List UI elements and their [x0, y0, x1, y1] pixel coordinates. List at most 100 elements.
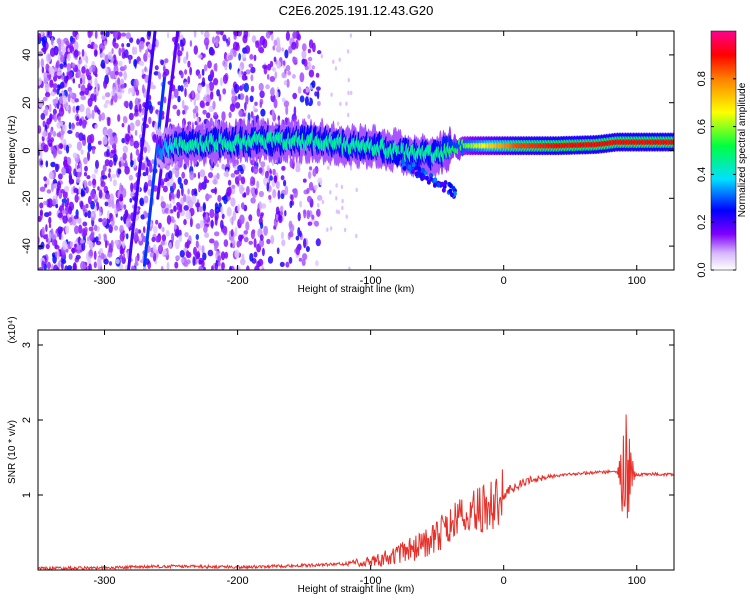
heatmap-noise-cell	[80, 188, 84, 197]
heatmap-ridge-cell	[451, 185, 456, 191]
heatmap-noise-cell	[98, 189, 103, 199]
heatmap-noise-cell	[180, 34, 184, 40]
heatmap-noise-cell	[307, 195, 312, 203]
heatmap-noise-cell	[183, 178, 188, 185]
heatmap-noise-cell	[204, 232, 210, 238]
heatmap-noise-cell	[241, 202, 245, 210]
heatmap-noise-cell	[100, 52, 106, 58]
heatmap-noise-cell	[67, 157, 72, 166]
heatmap-noise-cell	[75, 177, 81, 183]
heatmap-noise-cell	[202, 53, 206, 58]
heatmap-noise-cell	[263, 225, 268, 236]
heatmap-noise-cell	[187, 188, 190, 195]
heatmap-noise-cell	[303, 58, 308, 67]
heatmap-noise-cell	[269, 76, 276, 82]
heatmap-noise-cell	[41, 66, 45, 74]
colorbar-tick-label: 0.4	[696, 167, 708, 182]
heatmap-ridge-cell	[400, 159, 405, 165]
heatmap-noise-cell	[281, 47, 284, 52]
figure-title: C2E6.2025.191.12.43.G20	[279, 3, 434, 18]
heatmap-ridge-cell	[414, 171, 419, 177]
heatmap-noise-cell	[193, 45, 198, 55]
spectrogram-x-label: Height of straight line (km)	[298, 284, 415, 295]
heatmap-noise-cell	[89, 249, 93, 257]
heatmap-noise-cell	[97, 140, 102, 145]
heatmap-noise-cell	[203, 225, 208, 233]
heatmap-noise-cell	[71, 97, 76, 104]
heatmap-noise-cell	[119, 232, 125, 242]
heatmap-noise-cell	[258, 167, 263, 174]
heatmap-noise-cell	[292, 56, 298, 64]
heatmap-noise-cell	[67, 53, 71, 62]
heatmap-noise-cell	[252, 105, 256, 110]
heatmap-noise-cell	[49, 113, 53, 121]
heatmap-noise-cell	[281, 72, 287, 79]
heatmap-noise-cell	[78, 83, 81, 89]
heatmap-noise-cell	[199, 219, 204, 229]
heatmap-noise-cell	[118, 60, 123, 67]
heatmap-noise-cell	[279, 210, 284, 216]
heatmap-noise-cell	[195, 240, 199, 248]
heatmap-noise-cell	[184, 232, 189, 238]
heatmap-noise-cell	[269, 175, 273, 181]
heatmap-noise-cell	[41, 260, 45, 270]
heatmap-noise-cell	[183, 219, 187, 226]
heatmap-noise-cell	[38, 125, 42, 134]
heatmap-noise-cell	[87, 44, 91, 49]
heatmap-noise-cell	[98, 233, 102, 241]
heatmap-noise-cell	[250, 111, 254, 119]
heatmap-noise-cell	[87, 83, 92, 90]
heatmap-noise-cell	[307, 48, 311, 54]
heatmap-noise-cell	[301, 259, 306, 266]
heatmap-noise-cell	[280, 175, 285, 181]
heatmap-noise-cell	[122, 152, 127, 161]
heatmap-noise-cell	[340, 184, 344, 190]
heatmap-noise-cell	[100, 34, 106, 40]
heatmap-noise-cell	[60, 189, 65, 194]
heatmap-noise-cell	[112, 179, 117, 187]
heatmap-noise-cell	[305, 87, 310, 93]
heatmap-noise-cell	[217, 255, 221, 263]
heatmap-noise-cell	[76, 141, 82, 151]
snr-y-tick-label: 1	[21, 492, 33, 498]
heatmap-noise-cell	[58, 260, 61, 269]
heatmap-noise-cell	[327, 165, 330, 170]
heatmap-noise-cell	[341, 205, 344, 211]
heatmap-noise-cell	[222, 225, 228, 236]
heatmap-noise-cell	[291, 41, 297, 51]
heatmap-noise-cell	[52, 130, 57, 137]
heatmap-ridge-cell	[402, 165, 407, 171]
heatmap-noise-cell	[42, 96, 48, 102]
heatmap-noise-cell	[87, 236, 90, 242]
heatmap-noise-cell	[349, 33, 353, 38]
heatmap-noise-cell	[302, 178, 307, 183]
heatmap-noise-cell	[168, 170, 173, 180]
heatmap-noise-cell	[87, 151, 90, 161]
heatmap-noise-cell	[145, 166, 149, 176]
heatmap-noise-cell	[221, 262, 225, 270]
heatmap-noise-cell	[250, 66, 256, 74]
spectrogram-x-ticks: -300 -200 -100 0 100	[94, 31, 646, 287]
heatmap-noise-cell	[135, 119, 141, 127]
heatmap-noise-cell	[125, 218, 132, 228]
heatmap-noise-cell	[123, 70, 127, 81]
heatmap-noise-cell	[50, 145, 55, 152]
heatmap-noise-cell	[112, 204, 117, 209]
heatmap-noise-cell	[189, 217, 193, 228]
heatmap-noise-cell	[187, 60, 191, 68]
heatmap-noise-cell	[71, 62, 76, 68]
heatmap-noise-cell	[176, 109, 181, 117]
heatmap-noise-cell	[97, 186, 100, 191]
heatmap-noise-cell	[41, 47, 47, 53]
heatmap-noise-cell	[90, 200, 95, 210]
heatmap-noise-cell	[66, 63, 72, 72]
heatmap-noise-cell	[52, 83, 58, 89]
heatmap-noise-cell	[221, 163, 225, 170]
heatmap-noise-cell	[84, 180, 87, 189]
heatmap-noise-cell	[202, 109, 207, 115]
heatmap-noise-cell	[104, 193, 111, 200]
heatmap-noise-cell	[193, 246, 197, 256]
heatmap-noise-cell	[244, 45, 251, 54]
heatmap-noise-cell	[144, 66, 147, 72]
heatmap-noise-cell	[109, 261, 112, 266]
